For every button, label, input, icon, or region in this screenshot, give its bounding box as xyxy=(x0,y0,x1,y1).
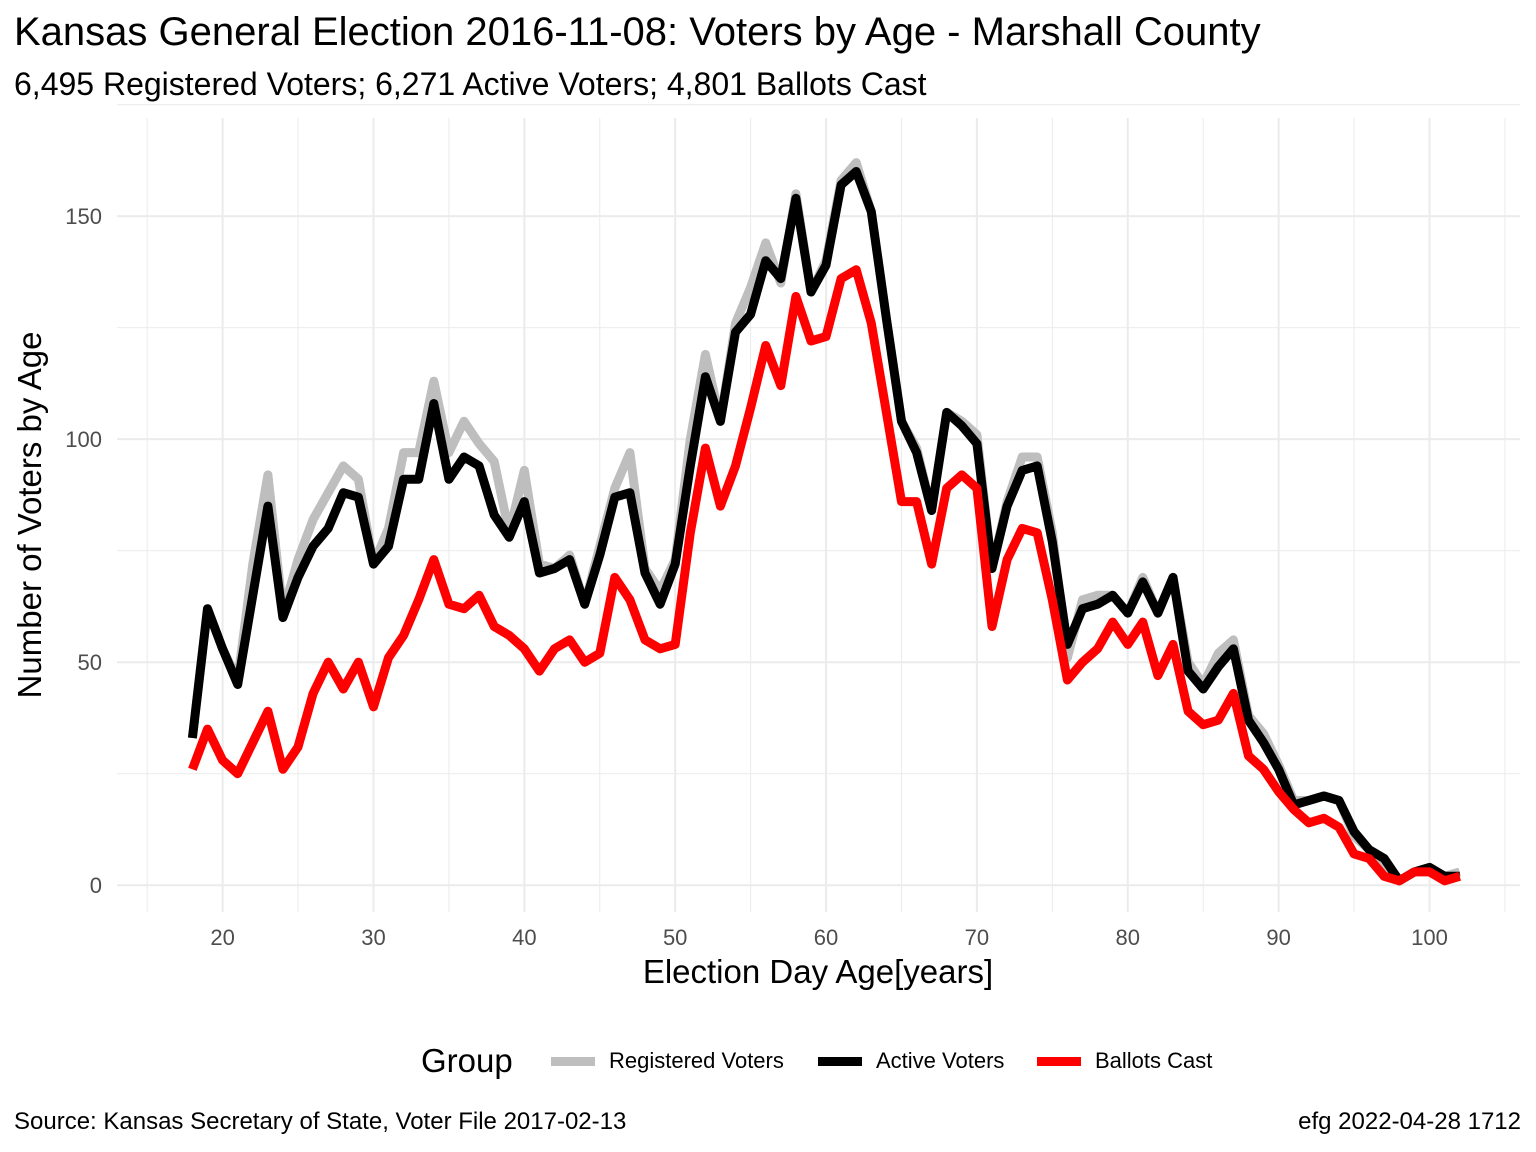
legend-item-registered-voters: Registered Voters xyxy=(551,1037,784,1085)
legend-label: Ballots Cast xyxy=(1095,1048,1213,1073)
y-tick-label: 50 xyxy=(78,650,102,675)
major-gridlines xyxy=(117,118,1520,912)
legend-item-active-voters: Active Voters xyxy=(818,1037,1004,1085)
x-tick-label: 50 xyxy=(663,925,687,950)
legend-title: Group xyxy=(421,1042,513,1079)
legend-label: Registered Voters xyxy=(609,1048,784,1073)
y-tick-label: 0 xyxy=(90,873,102,898)
chart-title: Kansas General Election 2016-11-08: Vote… xyxy=(14,10,1261,54)
y-axis-tick-labels: 0 50 100 150 xyxy=(65,204,102,898)
x-axis-tick-labels: 20 30 40 50 60 70 80 90 100 xyxy=(210,925,1447,950)
legend-key-active-voters xyxy=(818,1056,862,1066)
x-tick-label: 80 xyxy=(1116,925,1140,950)
x-tick-label: 70 xyxy=(965,925,989,950)
legend-item-ballots-cast: Ballots Cast xyxy=(1037,1037,1212,1085)
y-tick-label: 100 xyxy=(65,427,102,452)
x-tick-label: 30 xyxy=(361,925,385,950)
legend-key-ballots-cast xyxy=(1037,1056,1081,1066)
x-tick-label: 60 xyxy=(814,925,838,950)
timestamp-caption: efg 2022-04-28 1712 xyxy=(1298,1108,1521,1135)
series-line-active-voters xyxy=(187,167,1460,886)
x-tick-label: 100 xyxy=(1411,925,1448,950)
legend-label: Active Voters xyxy=(876,1048,1005,1073)
source-caption: Source: Kansas Secretary of State, Voter… xyxy=(14,1108,627,1135)
series-lines xyxy=(187,158,1461,886)
legend-key-registered-voters xyxy=(551,1056,595,1066)
line-chart: 20 30 40 50 60 70 80 90 100 0 50 100 150 xyxy=(65,104,1520,950)
y-tick-label: 150 xyxy=(65,204,102,229)
x-tick-label: 20 xyxy=(210,925,234,950)
series-line-ballots-cast xyxy=(188,265,1461,886)
chart-subtitle: 6,495 Registered Voters; 6,271 Active Vo… xyxy=(14,66,927,102)
x-tick-label: 40 xyxy=(512,925,536,950)
y-axis-label: Number of Voters by Age xyxy=(11,331,48,699)
minor-gridlines xyxy=(117,104,1520,912)
x-axis-label: Election Day Age[years] xyxy=(642,953,994,990)
x-tick-label: 90 xyxy=(1266,925,1290,950)
legend: Group Registered Voters Active Voters Ba… xyxy=(0,1037,1536,1085)
